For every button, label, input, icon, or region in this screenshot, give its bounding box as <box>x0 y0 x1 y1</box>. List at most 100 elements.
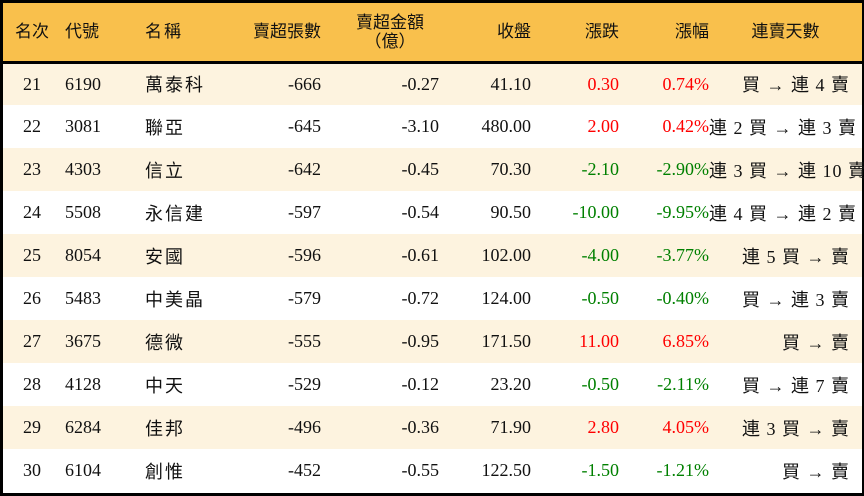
cell-streak: 買 → 連 3 賣 <box>742 289 850 310</box>
cell-code: 6284 <box>65 417 101 437</box>
cell-change-pct: 0.74% <box>662 73 710 94</box>
cell-change: -10.00 <box>572 202 620 222</box>
cell-close: 171.50 <box>481 331 532 351</box>
cell-change: 2.00 <box>587 116 620 136</box>
cell-sell-amount: -0.72 <box>401 288 440 308</box>
cell-rank: 23 <box>23 159 41 179</box>
header-streak: 連賣天數 <box>751 22 820 42</box>
cell-sell-amount: -0.55 <box>401 460 440 480</box>
cell-sell-amount: -0.45 <box>401 159 440 179</box>
cell-streak: 買 → 賣 <box>782 461 850 482</box>
cell-rank: 29 <box>23 417 41 437</box>
table-header-row: 名次 代號 名稱 賣超張數 賣超金額 （億） 收盤 漲跌 漲幅 連賣天數 <box>3 3 862 62</box>
cell-sell-amount: -0.27 <box>401 73 440 94</box>
cell-change: 0.30 <box>587 73 620 94</box>
table-row: 24 5508 永信建 -597 -0.54 90.50 -10.00 -9.9… <box>3 191 862 234</box>
cell-rank: 28 <box>23 374 41 394</box>
cell-name: 中美晶 <box>145 289 205 310</box>
header-code: 代號 <box>65 22 99 42</box>
cell-change-pct: 0.42% <box>662 116 710 136</box>
cell-streak: 連 2 買 → 連 3 賣 <box>709 117 857 138</box>
cell-code: 3081 <box>65 116 101 136</box>
cell-code: 5483 <box>65 288 101 308</box>
cell-streak: 買 → 連 4 賣 <box>742 75 850 96</box>
header-name: 名稱 <box>145 22 183 42</box>
cell-sell-lots: -597 <box>288 202 321 222</box>
cell-streak: 買 → 連 7 賣 <box>742 375 850 396</box>
cell-rank: 27 <box>23 331 41 351</box>
cell-change: 11.00 <box>579 331 619 351</box>
cell-sell-lots: -555 <box>288 331 321 351</box>
cell-close: 41.10 <box>490 73 532 94</box>
header-change: 漲跌 <box>585 22 619 42</box>
cell-name: 信立 <box>145 160 185 181</box>
cell-streak: 買 → 賣 <box>782 332 850 353</box>
cell-change-pct: -1.21% <box>656 460 710 480</box>
cell-change-pct: 4.05% <box>662 417 710 437</box>
cell-close: 90.50 <box>490 202 532 222</box>
cell-sell-lots: -645 <box>288 116 321 136</box>
cell-code: 5508 <box>65 202 101 222</box>
cell-change: -1.50 <box>581 460 620 480</box>
header-sell-lots: 賣超張數 <box>253 22 321 42</box>
table-row: 22 3081 聯亞 -645 -3.10 480.00 2.00 0.42% … <box>3 105 862 148</box>
cell-rank: 24 <box>23 202 41 222</box>
cell-name: 佳邦 <box>145 418 185 439</box>
cell-change: -0.50 <box>581 374 620 394</box>
table-row: 30 6104 創惟 -452 -0.55 122.50 -1.50 -1.21… <box>3 449 862 492</box>
cell-sell-lots: -529 <box>288 374 321 394</box>
cell-close: 70.30 <box>490 159 532 179</box>
cell-code: 4128 <box>65 374 101 394</box>
cell-name: 安國 <box>145 246 185 267</box>
cell-streak: 連 5 買 → 賣 <box>742 246 850 267</box>
cell-name: 聯亞 <box>145 117 185 138</box>
cell-sell-lots: -496 <box>288 417 321 437</box>
cell-code: 8054 <box>65 245 101 265</box>
cell-sell-lots: -642 <box>288 159 321 179</box>
cell-name: 永信建 <box>145 203 205 224</box>
cell-change-pct: -2.90% <box>656 159 710 179</box>
cell-rank: 21 <box>23 73 41 94</box>
cell-change-pct: -2.11% <box>657 374 709 394</box>
header-sell-amount-line2: （億） <box>364 31 416 51</box>
sell-ranking-table: 名次 代號 名稱 賣超張數 賣超金額 （億） 收盤 漲跌 漲幅 連賣天數 21 … <box>3 3 864 492</box>
cell-sell-amount: -0.54 <box>401 202 440 222</box>
cell-change: -4.00 <box>581 245 620 265</box>
cell-name: 中天 <box>145 375 185 396</box>
header-sell-amount-line1: 賣超金額 <box>356 12 424 32</box>
table-row: 28 4128 中天 -529 -0.12 23.20 -0.50 -2.11%… <box>3 363 862 406</box>
table-row: 23 4303 信立 -642 -0.45 70.30 -2.10 -2.90%… <box>3 148 864 191</box>
table-row: 26 5483 中美晶 -579 -0.72 124.00 -0.50 -0.4… <box>3 277 862 320</box>
cell-sell-lots: -452 <box>288 460 321 480</box>
cell-close: 480.00 <box>481 116 532 136</box>
header-change-pct: 漲幅 <box>675 22 709 42</box>
cell-rank: 30 <box>23 460 41 480</box>
cell-change-pct: -9.95% <box>656 202 710 222</box>
table-row: 25 8054 安國 -596 -0.61 102.00 -4.00 -3.77… <box>3 234 862 277</box>
header-close: 收盤 <box>497 22 531 42</box>
cell-sell-amount: -0.95 <box>401 331 440 351</box>
cell-change: -0.50 <box>581 288 620 308</box>
cell-sell-amount: -0.61 <box>401 245 440 265</box>
cell-rank: 26 <box>23 288 41 308</box>
cell-sell-amount: -0.12 <box>401 374 440 394</box>
cell-change: -2.10 <box>581 159 620 179</box>
cell-name: 德微 <box>145 332 185 353</box>
cell-change-pct: -0.40% <box>656 288 710 308</box>
cell-sell-amount: -3.10 <box>401 116 440 136</box>
cell-change-pct: -3.77% <box>656 245 710 265</box>
table-row: 21 6190 萬泰科 -666 -0.27 41.10 0.30 0.74% … <box>3 62 862 105</box>
cell-rank: 25 <box>23 245 41 265</box>
cell-close: 122.50 <box>481 460 532 480</box>
cell-close: 71.90 <box>490 417 532 437</box>
cell-sell-lots: -579 <box>288 288 321 308</box>
cell-change: 2.80 <box>587 417 620 437</box>
cell-close: 124.00 <box>481 288 532 308</box>
cell-code: 4303 <box>65 159 101 179</box>
table-row: 29 6284 佳邦 -496 -0.36 71.90 2.80 4.05% 連… <box>3 406 862 449</box>
cell-rank: 22 <box>23 116 41 136</box>
cell-name: 萬泰科 <box>145 75 205 96</box>
cell-change-pct: 6.85% <box>662 331 710 351</box>
cell-name: 創惟 <box>145 461 185 482</box>
